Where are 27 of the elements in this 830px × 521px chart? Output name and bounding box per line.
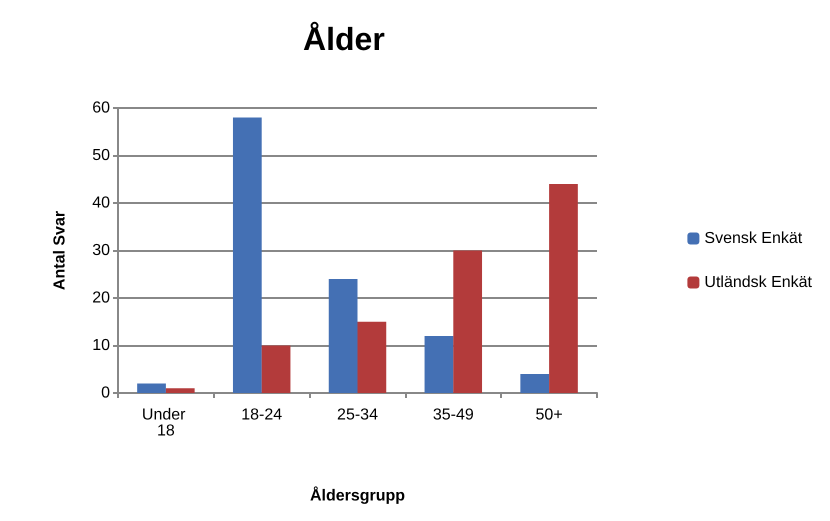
legend-label: Utländsk Enkät (704, 274, 813, 291)
x-tick-label: 35-49 (432, 406, 474, 424)
bar (232, 118, 262, 393)
bar (453, 250, 482, 393)
y-tick-label: 30 (92, 242, 110, 259)
y-axis-title: Antal Svar (52, 210, 68, 290)
y-tick-label: 0 (101, 384, 110, 402)
y-tick-label: 20 (92, 290, 110, 306)
y-tick-label: 40 (92, 194, 110, 212)
bar (358, 322, 386, 393)
legend-label: Svensk Enkät (704, 230, 803, 247)
bar (166, 388, 195, 393)
bar (424, 336, 454, 393)
chart-title: Ålder (303, 21, 385, 57)
x-tick-label: 25-34 (337, 406, 378, 424)
y-tick-label: 50 (92, 147, 110, 164)
bar (328, 279, 358, 393)
x-tick-label: Under 18 (142, 406, 190, 440)
bar (549, 184, 578, 393)
bar (520, 374, 550, 393)
bar (262, 346, 290, 393)
bar (137, 384, 166, 393)
y-tick-label: 60 (92, 100, 110, 116)
x-tick-label: 50+ (536, 406, 563, 424)
x-tick-label: 18-24 (241, 406, 282, 424)
x-axis-title: Åldersgrupp (310, 486, 406, 504)
y-tick-label: 10 (92, 337, 110, 354)
